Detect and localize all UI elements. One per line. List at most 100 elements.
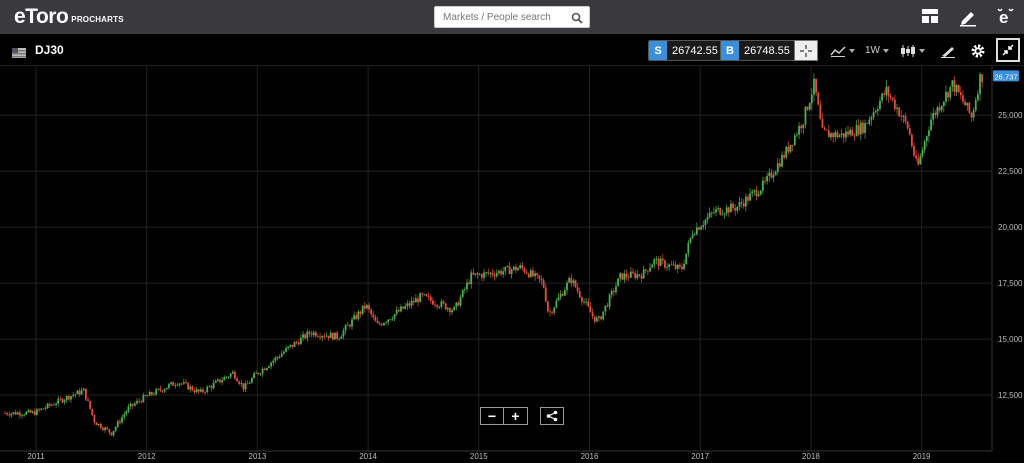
svg-text:e: e — [999, 8, 1008, 27]
candle-body — [919, 156, 922, 165]
candle-body — [772, 175, 775, 178]
candle-body — [791, 144, 794, 146]
sell-price-button[interactable]: S 26742.55 — [648, 40, 724, 61]
candle-body — [212, 382, 215, 389]
candle-body — [693, 234, 696, 236]
candle-body — [8, 414, 11, 416]
candle-body — [317, 336, 319, 338]
candle-body — [240, 383, 243, 384]
candle-body — [466, 282, 468, 290]
y-tick-label: 25,000 — [998, 111, 1023, 120]
collapse-button[interactable] — [996, 38, 1020, 62]
settings-button[interactable] — [968, 40, 988, 61]
chart-type-dropdown[interactable] — [898, 40, 926, 61]
etoro-logo[interactable]: eToro PROCHARTS — [14, 6, 124, 28]
candle-body — [193, 390, 196, 393]
candle-body — [864, 123, 866, 133]
candle-body — [125, 411, 128, 415]
candle-body — [883, 93, 886, 95]
candle-body — [819, 104, 822, 120]
pencil-icon[interactable] — [958, 7, 978, 32]
candle-body — [236, 378, 238, 382]
chart-axes: 2011 2012 2013 2014 2015 2016 2017 2018 2019 12,5… — [0, 66, 1023, 461]
candle-body — [378, 323, 381, 325]
candle-body — [140, 401, 143, 403]
candle-body — [872, 112, 875, 118]
candle-body — [974, 100, 977, 111]
plus-icon: + — [511, 408, 520, 424]
candle-body — [29, 410, 32, 413]
candle-body — [163, 389, 166, 392]
candle-body — [559, 293, 562, 298]
candle-body — [519, 265, 522, 269]
candle-body — [231, 371, 234, 374]
crosshair-button[interactable] — [794, 40, 818, 61]
candle-body — [48, 403, 51, 406]
buy-price-button[interactable]: B 26748.55 — [720, 40, 796, 61]
candle-body — [50, 404, 53, 406]
candle-body — [210, 386, 213, 389]
search-box[interactable] — [434, 6, 590, 28]
price-chart[interactable]: 2011 2012 2013 2014 2015 2016 2017 2018 2019 12,5… — [0, 66, 1024, 463]
candle-body — [893, 99, 896, 109]
candle-body — [976, 94, 979, 101]
candle-body — [506, 265, 509, 267]
x-tick-label: 2015 — [470, 452, 488, 461]
share-button[interactable] — [540, 407, 564, 425]
candle-body — [666, 267, 668, 268]
candle-body — [678, 264, 681, 267]
candle-body — [532, 270, 534, 277]
layout-icon[interactable] — [921, 7, 939, 30]
candle-body — [540, 278, 543, 281]
candle-body — [968, 102, 971, 113]
candle-body — [432, 300, 434, 305]
candle-body — [668, 264, 671, 268]
candle-body — [157, 388, 160, 390]
candle-body — [834, 132, 837, 138]
candle-body — [53, 404, 55, 406]
candle-body — [670, 264, 673, 266]
candle-body — [512, 266, 515, 270]
sell-price: 26742.55 — [667, 41, 723, 60]
candle-body — [300, 337, 302, 345]
search-icon[interactable] — [571, 11, 583, 29]
candle-body — [287, 346, 290, 349]
candle-body — [698, 227, 700, 230]
candle-body — [278, 356, 281, 358]
candle-body — [493, 274, 496, 277]
zoom-in-button[interactable]: + — [504, 407, 528, 425]
candle-body — [598, 316, 600, 318]
candle-body — [817, 92, 820, 105]
etoro-emblem-icon[interactable]: e — [996, 6, 1016, 33]
candle-body — [146, 395, 149, 397]
candle-body — [672, 264, 675, 266]
candle-body — [563, 290, 566, 296]
candle-body — [295, 342, 298, 343]
candle-body — [389, 319, 392, 321]
candle-body — [866, 123, 869, 124]
candle-body — [234, 371, 236, 379]
candle-body — [517, 268, 519, 271]
zoom-out-button[interactable]: − — [480, 407, 504, 425]
search-input[interactable] — [443, 7, 563, 28]
candle-body — [904, 116, 907, 122]
crosshair-icon — [800, 44, 812, 57]
candle-body — [10, 413, 13, 416]
candle-body — [687, 242, 690, 254]
candle-body — [710, 212, 713, 214]
candle-body — [908, 128, 911, 135]
drawing-tools-button[interactable] — [938, 40, 958, 61]
candle-body — [99, 423, 102, 429]
candle-body — [366, 305, 368, 309]
indicators-button[interactable] — [828, 40, 856, 61]
candle-body — [412, 300, 415, 303]
candle-body — [244, 383, 247, 390]
candle-body — [142, 395, 145, 403]
candle-body — [170, 382, 172, 385]
candle-body — [753, 190, 756, 192]
candle-body — [510, 269, 513, 275]
candle-body — [902, 116, 905, 117]
candle-body — [881, 93, 883, 101]
x-tick-label: 2013 — [249, 452, 267, 461]
timeframe-dropdown[interactable]: 1W — [864, 40, 890, 61]
